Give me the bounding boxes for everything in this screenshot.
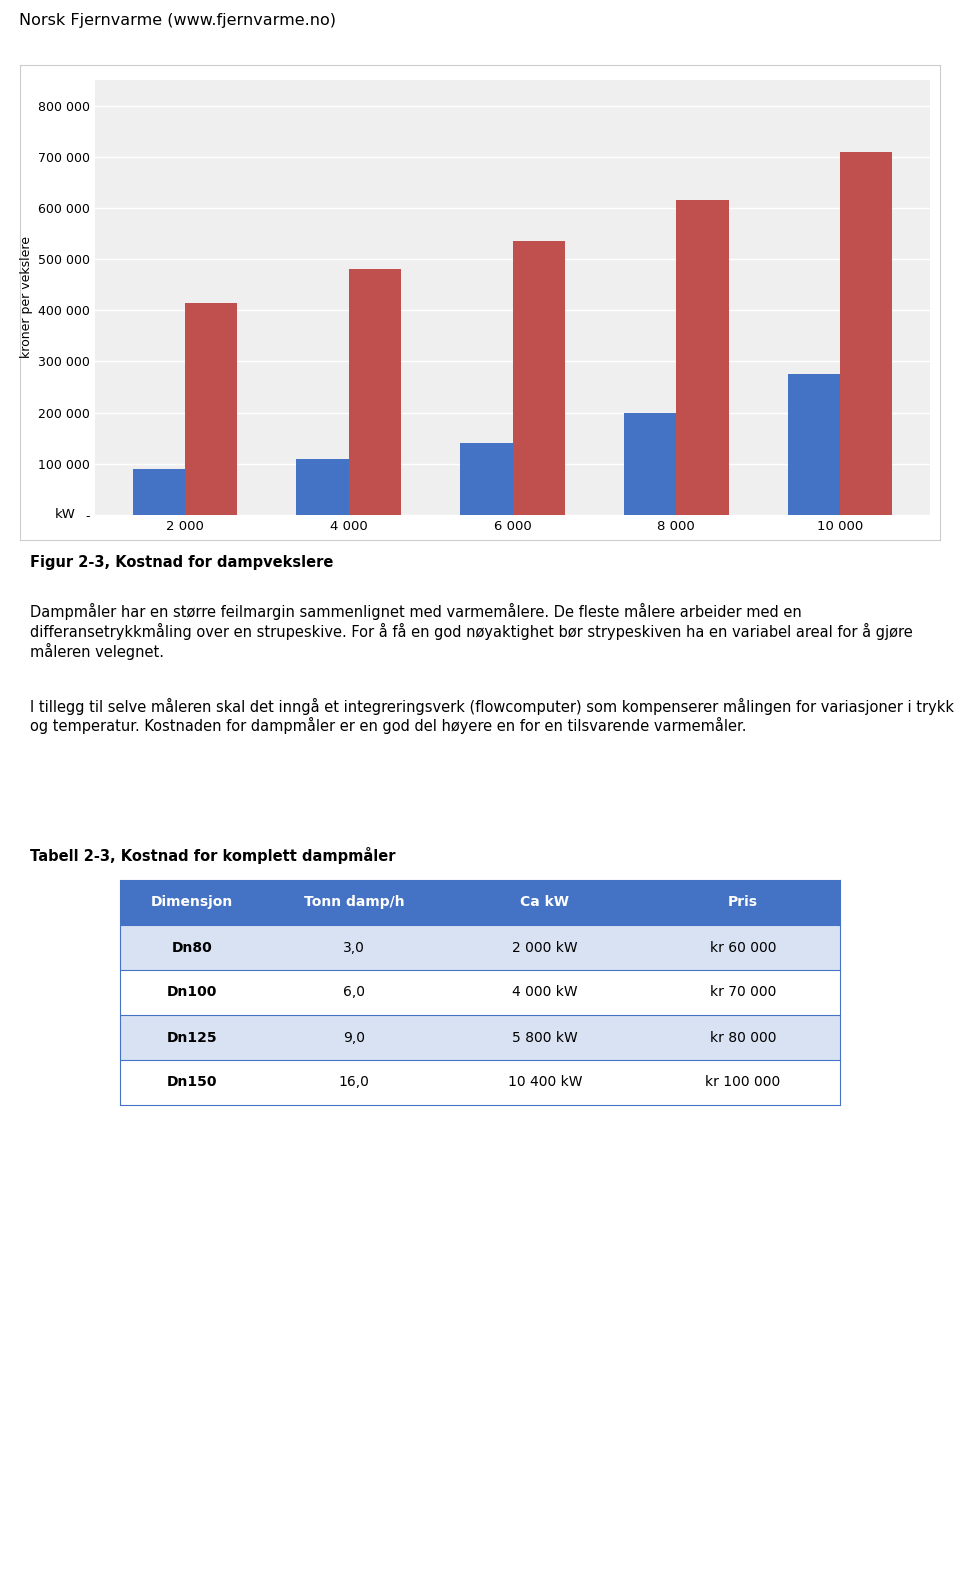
Text: Dn125: Dn125 — [167, 1030, 217, 1044]
Text: Ca kW: Ca kW — [520, 895, 569, 909]
Bar — [513, 242, 564, 514]
Bar — [120, 880, 840, 925]
Text: 9,0: 9,0 — [343, 1030, 365, 1044]
Bar — [348, 269, 401, 514]
Bar — [676, 201, 729, 514]
Text: 2 000 kW: 2 000 kW — [512, 941, 578, 955]
Bar — [120, 1060, 840, 1105]
Text: I tillegg til selve måleren skal det inngå et integreringsverk (flowcomputer) so: I tillegg til selve måleren skal det inn… — [30, 697, 954, 734]
Bar — [297, 458, 348, 514]
Bar — [787, 374, 840, 514]
Text: 5 800 kW: 5 800 kW — [512, 1030, 578, 1044]
Text: Dn100: Dn100 — [167, 985, 217, 1000]
Bar — [120, 1016, 840, 1060]
Text: Dimensjon: Dimensjon — [151, 895, 233, 909]
Text: 4 000 kW: 4 000 kW — [512, 985, 578, 1000]
Y-axis label: kroner per vekslere: kroner per vekslere — [19, 237, 33, 358]
Text: kr 70 000: kr 70 000 — [709, 985, 776, 1000]
Text: Dn80: Dn80 — [172, 941, 212, 955]
Bar — [624, 412, 676, 514]
Bar — [460, 443, 513, 514]
Text: kr 60 000: kr 60 000 — [709, 941, 776, 955]
Text: Dn150: Dn150 — [167, 1076, 217, 1089]
Text: Bioen as (www.bioen.no): Bioen as (www.bioen.no) — [10, 1570, 165, 1582]
Text: Tonn damp/h: Tonn damp/h — [303, 895, 404, 909]
Text: Tabell 2-3, Kostnad for komplett dampmåler: Tabell 2-3, Kostnad for komplett dampmål… — [30, 847, 396, 864]
Text: Norsk Fjernvarme (www.fjernvarme.no): Norsk Fjernvarme (www.fjernvarme.no) — [19, 13, 336, 29]
Bar — [840, 151, 893, 514]
Text: Side 12 (39): Side 12 (39) — [874, 1570, 950, 1582]
Text: 6,0: 6,0 — [343, 985, 365, 1000]
Text: Figur 2-3, Kostnad for dampvekslere: Figur 2-3, Kostnad for dampvekslere — [30, 556, 333, 570]
Text: kr 100 000: kr 100 000 — [706, 1076, 780, 1089]
Text: 16,0: 16,0 — [339, 1076, 370, 1089]
Bar — [120, 925, 840, 970]
Text: kr 80 000: kr 80 000 — [709, 1030, 776, 1044]
Text: 3,0: 3,0 — [343, 941, 365, 955]
Text: kW: kW — [55, 508, 76, 521]
Text: Pris: Pris — [728, 895, 757, 909]
Bar — [120, 970, 840, 1016]
Text: 10 400 kW: 10 400 kW — [508, 1076, 582, 1089]
Bar — [185, 302, 237, 514]
Text: Dampmåler har en større feilmargin sammenlignet med varmemålere. De fleste måler: Dampmåler har en større feilmargin samme… — [30, 603, 913, 661]
Bar — [132, 470, 185, 514]
